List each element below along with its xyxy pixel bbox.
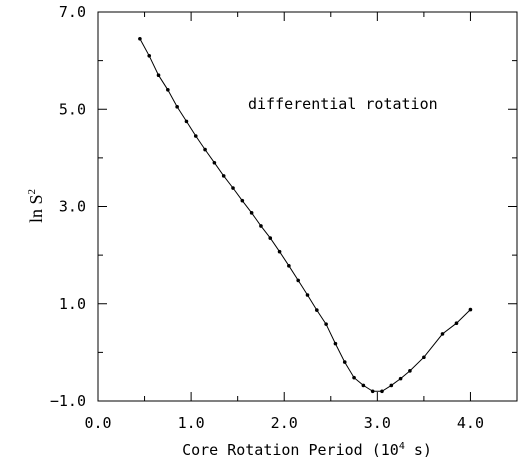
y-tick-labels: −1.0 1.0 3.0 5.0 7.0: [50, 3, 86, 410]
data-point: [156, 73, 161, 78]
x-axis-title-suffix: s): [405, 441, 432, 459]
annotation-label: differential rotation: [248, 95, 438, 113]
y-tick-label: −1.0: [50, 392, 86, 410]
data-point: [138, 36, 142, 41]
y-tick-label: 1.0: [59, 295, 86, 313]
data-point: [184, 119, 189, 124]
y-tick-label: 5.0: [59, 100, 86, 118]
x-tick-labels: 0.0 1.0 2.0 3.0 4.0: [84, 414, 484, 432]
data-point: [398, 376, 403, 381]
data-point: [240, 198, 245, 203]
major-ticks: [97, 11, 517, 402]
y-axis-title-base: ln S: [26, 194, 46, 223]
y-tick-label: 3.0: [59, 198, 86, 216]
data-point: [361, 383, 366, 388]
data-point: [175, 105, 179, 109]
data-point: [324, 322, 328, 326]
data-point: [454, 321, 459, 326]
data-point: [352, 375, 356, 380]
plot-frame: [97, 11, 518, 402]
data-point: [408, 369, 412, 373]
data-point: [221, 174, 226, 178]
series-line: [139, 38, 471, 392]
x-axis-title-prefix: Core Rotation Period (10: [182, 441, 399, 459]
data-point: [468, 307, 473, 312]
x-tick-label: 2.0: [271, 414, 298, 432]
data-point: [166, 88, 170, 92]
x-axis-title: Core Rotation Period (104 s): [182, 441, 432, 459]
data-point: [440, 332, 445, 336]
x-tick-label: 4.0: [457, 414, 484, 432]
x-tick-label: 1.0: [178, 414, 205, 432]
data-point: [333, 341, 338, 346]
data-point: [287, 264, 291, 268]
data-point: [268, 236, 273, 240]
x-axis-title-exponent: 4: [399, 441, 405, 452]
data-point: [147, 53, 152, 58]
data-point: [305, 293, 310, 297]
y-tick-label: 7.0: [59, 3, 86, 21]
data-points: [138, 36, 473, 394]
data-point: [422, 355, 426, 360]
data-point: [259, 224, 263, 228]
data-point: [203, 147, 207, 152]
data-point: [342, 360, 347, 364]
minor-ticks: [98, 12, 518, 401]
data-point: [296, 278, 300, 283]
data-point: [277, 249, 282, 254]
data-point: [193, 134, 198, 138]
data-point: [315, 308, 319, 312]
data-point: [249, 211, 254, 215]
y-axis-title-exponent: 2: [26, 189, 38, 195]
data-point: [389, 383, 394, 388]
y-axis-title: ln S2: [26, 189, 46, 223]
x-tick-label: 0.0: [84, 414, 111, 432]
data-point: [370, 389, 375, 394]
x-tick-label: 3.0: [364, 414, 391, 432]
data-point: [212, 160, 217, 165]
data-point: [231, 186, 235, 190]
data-point: [380, 389, 384, 394]
